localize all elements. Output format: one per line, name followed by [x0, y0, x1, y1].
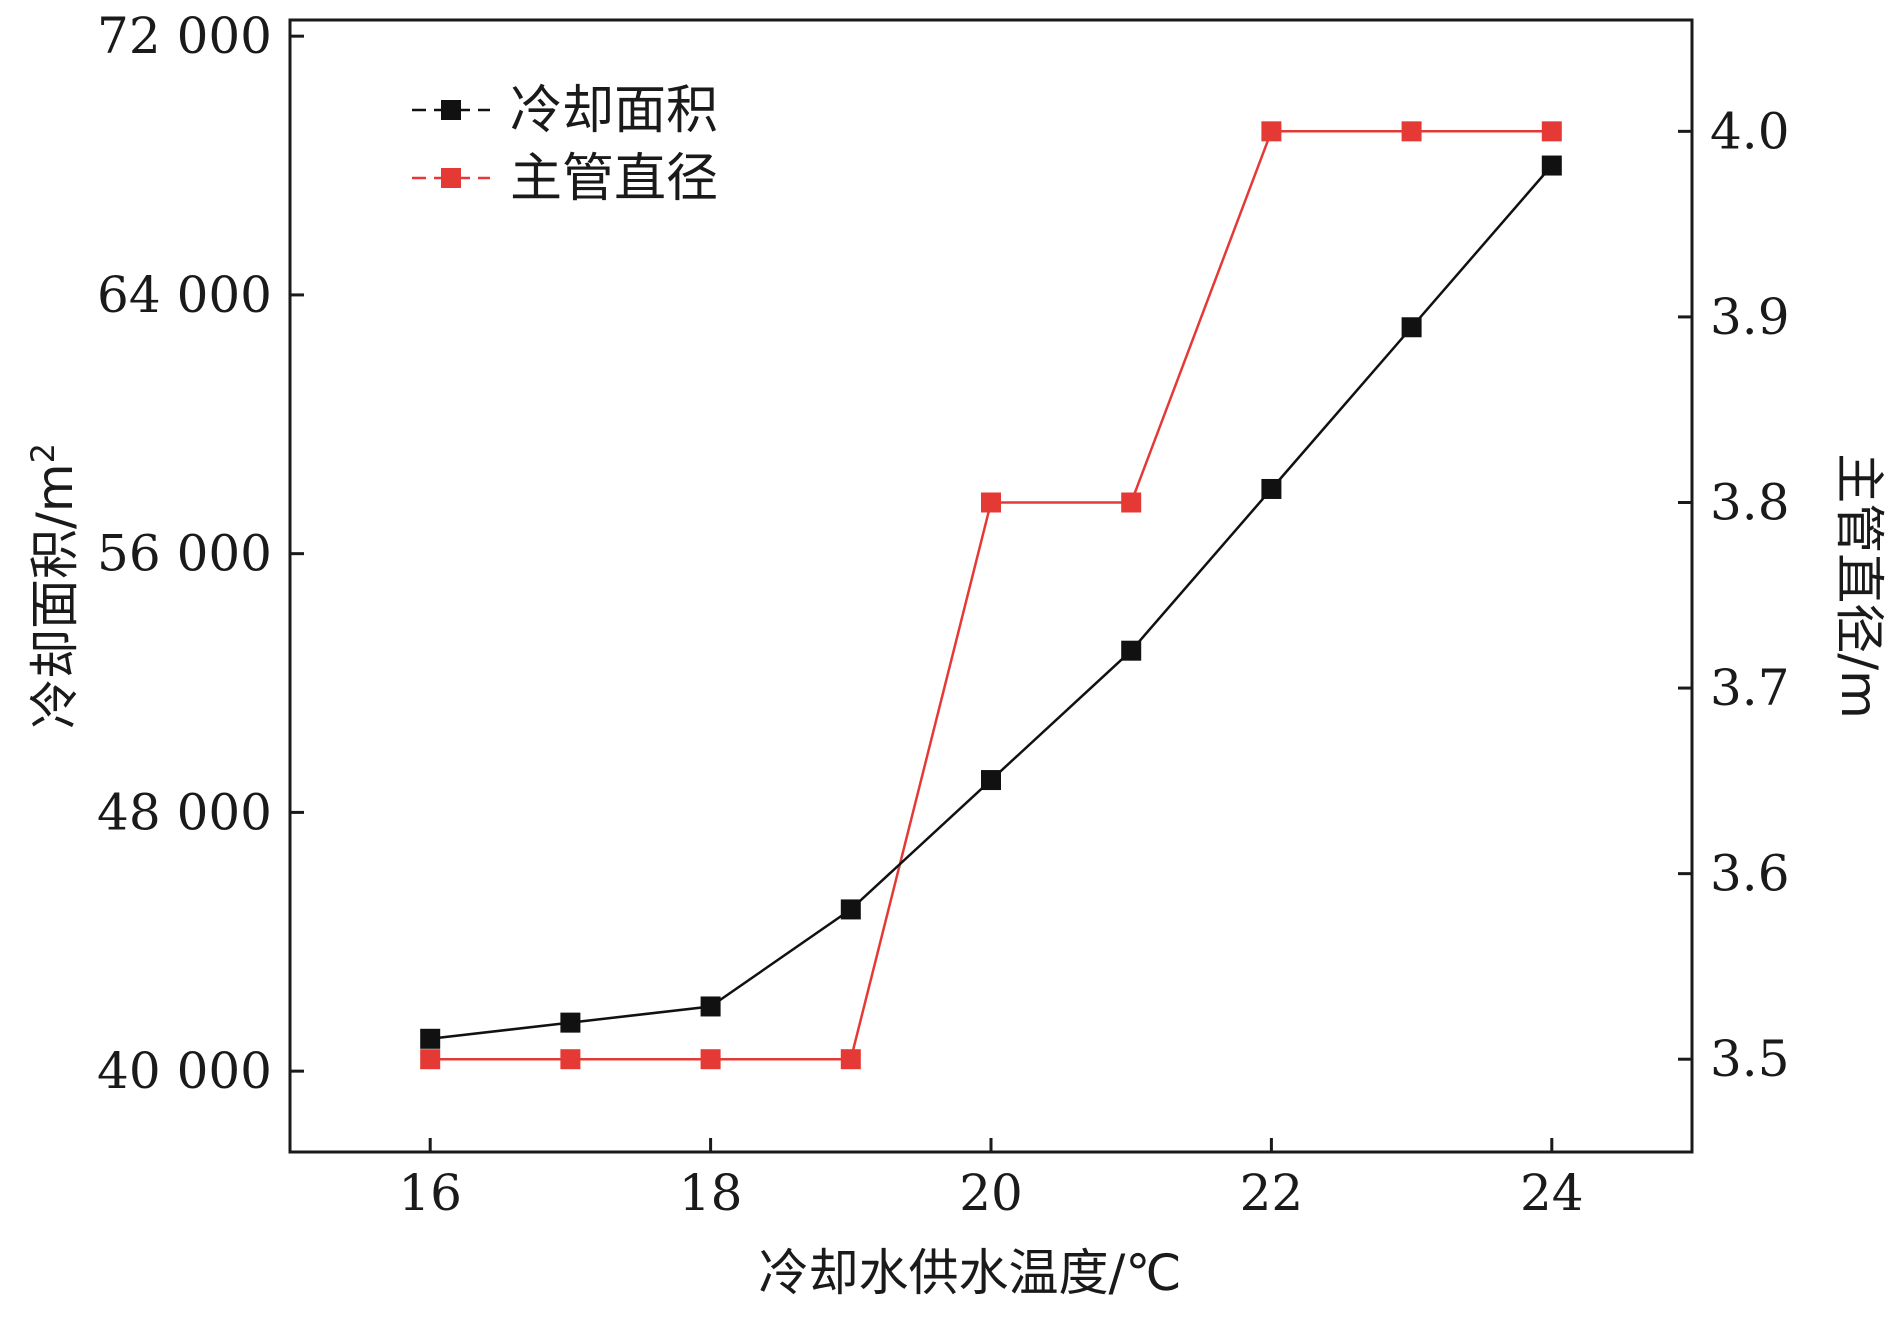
cooling-area-point	[560, 1012, 581, 1033]
cooling-area-point	[840, 899, 861, 920]
y-left-tick-label: 56 000	[97, 525, 272, 583]
main-pipe-diameter-point	[1401, 121, 1422, 142]
y-right-tick-label: 3.6	[1710, 845, 1790, 903]
y-right-tick-label: 3.5	[1710, 1030, 1790, 1088]
x-tick-label: 16	[398, 1164, 462, 1222]
x-tick-label: 22	[1240, 1164, 1304, 1222]
y-left-tick-label: 48 000	[97, 783, 272, 841]
main-pipe-diameter-point	[981, 492, 1001, 513]
cooling-area-series-line	[430, 164, 1553, 1041]
y-left-axis-ticks: 40 000 48 000 56 000 64 000 72 000	[97, 7, 304, 1100]
main-pipe-diameter-series-line	[430, 130, 1552, 1061]
y-right-tick-label: 3.9	[1710, 288, 1790, 346]
x-axis-ticks: 16 18 20 22 24	[398, 1138, 1584, 1222]
y-left-axis-label: 冷却面积/m2	[24, 443, 84, 729]
series-layer	[420, 121, 1562, 1070]
cooling-area-point	[420, 1028, 441, 1049]
main-pipe-diameter-point	[700, 1049, 721, 1070]
legend-label-main-pipe-diameter: 主管直径	[510, 149, 718, 209]
legend-marker-main-pipe-diameter	[441, 168, 461, 188]
cooling-area-point	[1401, 317, 1422, 338]
y-left-tick-label: 64 000	[97, 266, 272, 324]
legend-marker-cooling-area	[441, 100, 461, 120]
y-left-tick-label: 40 000	[97, 1042, 272, 1100]
cooling-area-point	[981, 770, 1001, 791]
plot-frame	[288, 18, 1694, 1154]
main-pipe-diameter-point	[560, 1049, 581, 1070]
cooling-area-point	[700, 996, 721, 1017]
cooling-area-point	[1261, 478, 1282, 499]
y-left-axis-label-superscript: 2	[24, 443, 62, 463]
cooling-area-point	[1121, 640, 1142, 661]
main-pipe-diameter-point	[420, 1049, 441, 1070]
y-left-axis-label-main: 冷却面积/m	[26, 463, 84, 729]
cooling-area-point	[1541, 155, 1562, 176]
main-pipe-diameter-point	[840, 1049, 861, 1070]
y-right-axis-ticks: 3.5 3.6 3.7 3.8 3.9 4.0	[1678, 102, 1790, 1088]
x-tick-label: 18	[679, 1164, 743, 1222]
x-axis-label: 冷却水供水温度/℃	[759, 1244, 1182, 1302]
main-pipe-diameter-point	[1121, 492, 1142, 513]
main-pipe-diameter-point	[1541, 121, 1562, 142]
y-right-tick-label: 3.7	[1710, 659, 1790, 717]
legend-label-cooling-area: 冷却面积	[510, 81, 718, 141]
x-tick-label: 20	[959, 1164, 1023, 1222]
y-left-tick-label: 72 000	[97, 7, 272, 65]
y-right-tick-label: 3.8	[1710, 473, 1790, 531]
y-right-tick-label: 4.0	[1710, 102, 1790, 160]
main-pipe-diameter-point	[1261, 121, 1282, 142]
x-tick-label: 24	[1520, 1164, 1584, 1222]
y-right-axis-label: 主管直径/m	[1830, 453, 1888, 719]
